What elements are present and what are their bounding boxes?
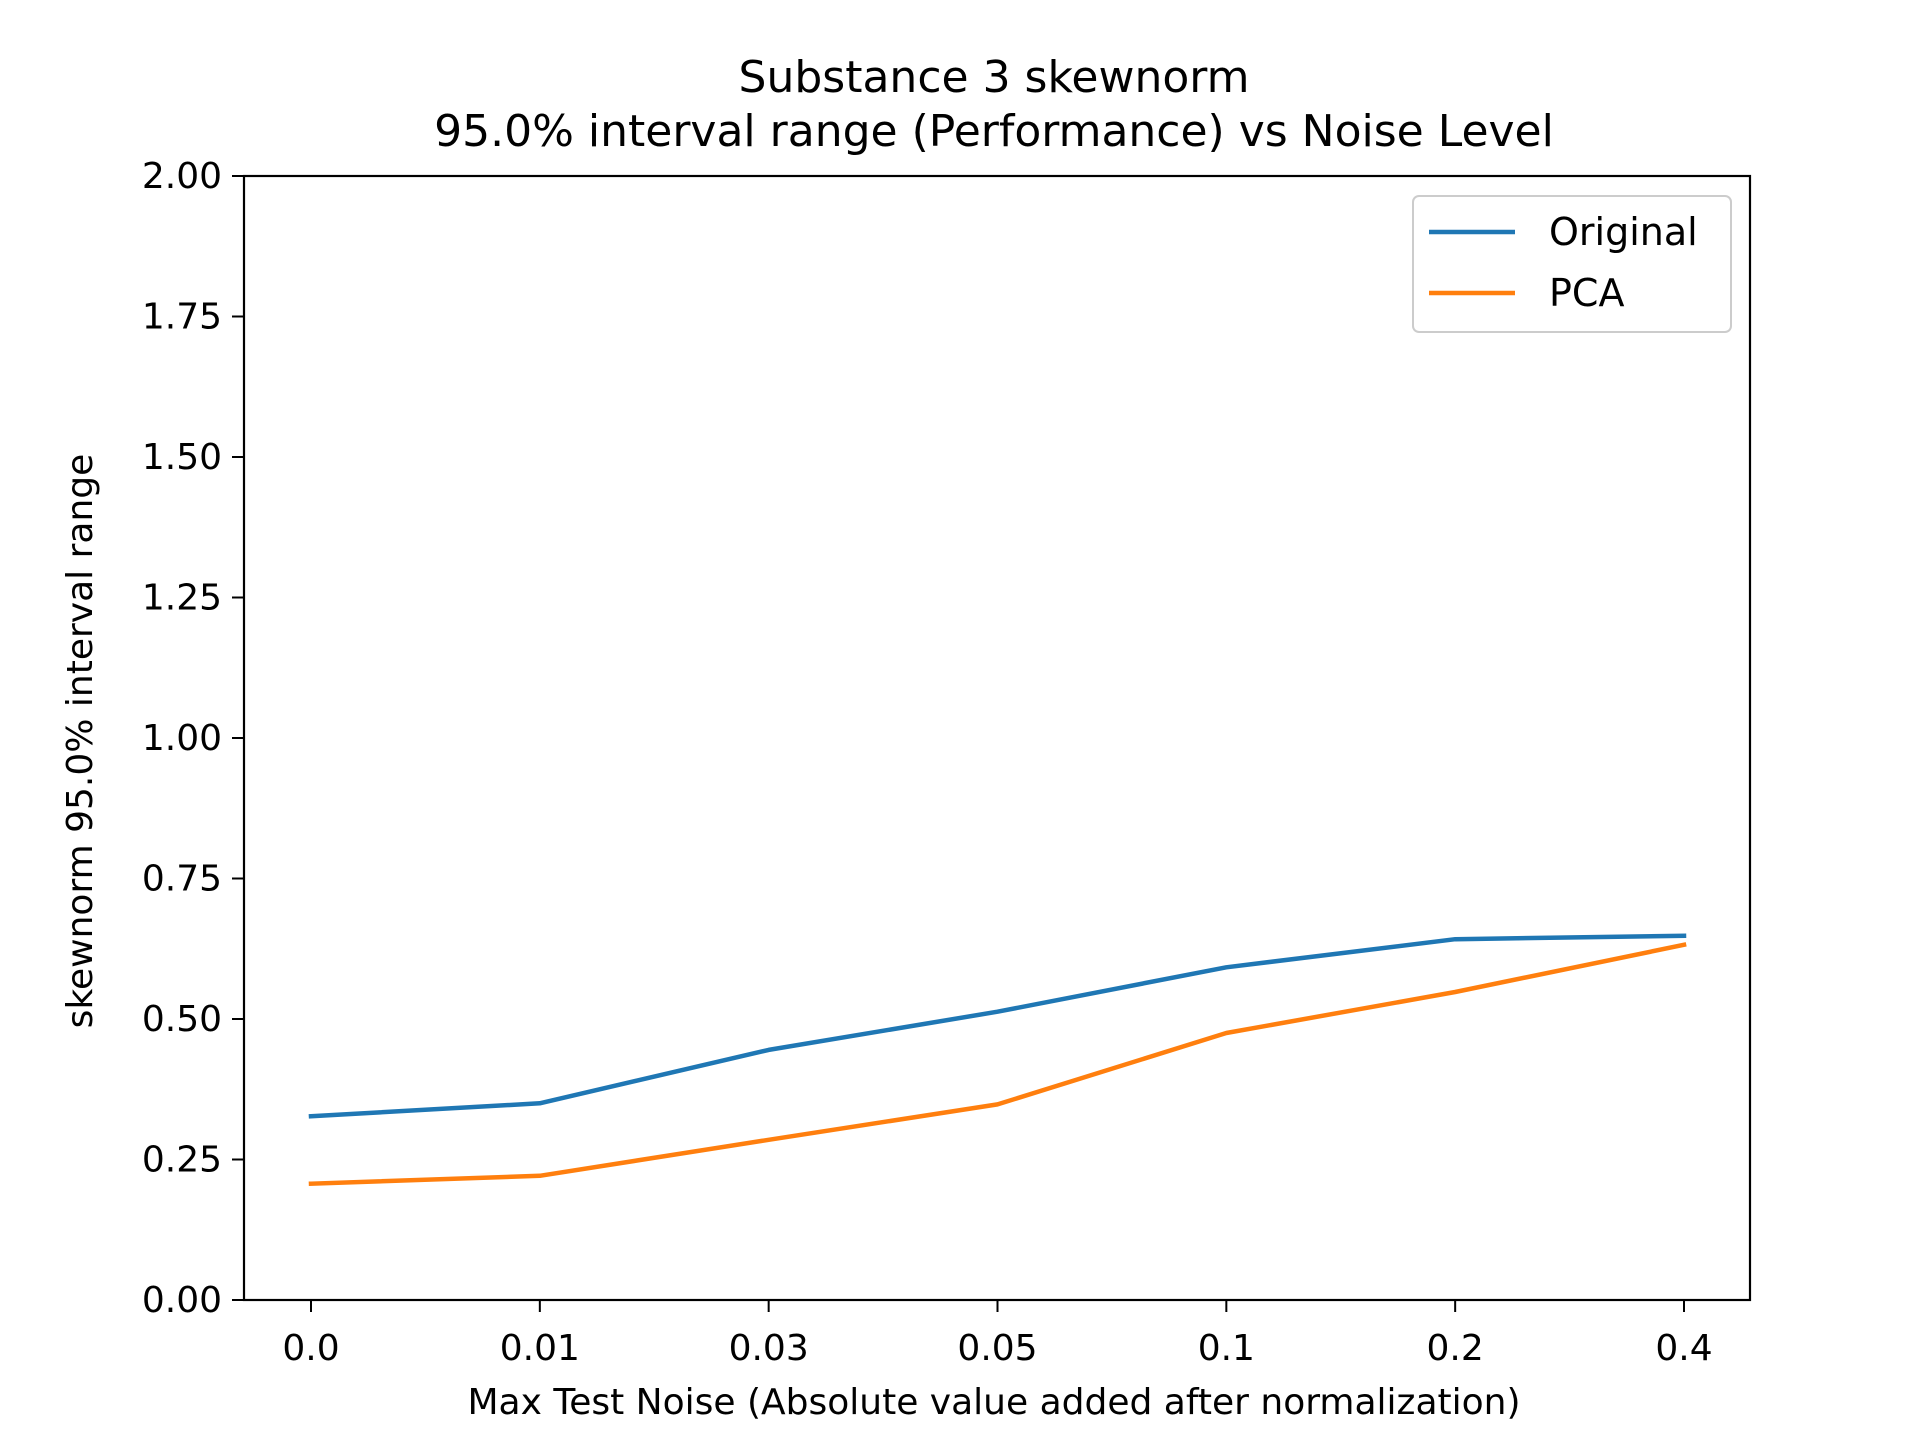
- series-line-pca: [308, 942, 1687, 1187]
- x-tick-label: 0.1: [1198, 1328, 1255, 1369]
- y-tick-label: 1.25: [142, 578, 222, 619]
- plot-frame: [242, 174, 1752, 1302]
- legend-label-pca: PCA: [1549, 271, 1624, 315]
- legend: Original PCA: [1412, 195, 1732, 333]
- y-axis-label: skewnorm 95.0% interval range: [60, 454, 101, 1029]
- y-tick-label: 1.50: [142, 437, 222, 478]
- x-tick-label: 0.03: [729, 1328, 809, 1369]
- y-tick-label: 0.50: [142, 999, 222, 1040]
- x-tick-label: 0.01: [500, 1328, 580, 1369]
- y-tick-label: 1.75: [142, 297, 222, 338]
- y-tick-label: 0.25: [142, 1140, 222, 1181]
- x-tick-label: 0.2: [1427, 1328, 1484, 1369]
- x-axis-label: Max Test Noise (Absolute value added aft…: [467, 1382, 1520, 1423]
- chart-subtitle: 95.0% interval range (Performance) vs No…: [434, 106, 1554, 157]
- series-line-original: [308, 933, 1687, 1119]
- y-tick-label: 0.75: [142, 859, 222, 900]
- x-tick-label: 0.05: [957, 1328, 1037, 1369]
- x-tick-label: 0.4: [1655, 1328, 1712, 1369]
- x-tick-label: 0.0: [282, 1328, 339, 1369]
- y-tick-label: 2.00: [142, 156, 222, 197]
- legend-label-original: Original: [1549, 210, 1698, 254]
- y-tick-label: 1.00: [142, 718, 222, 759]
- y-tick-label: 0.00: [142, 1280, 222, 1321]
- chart-title: Substance 3 skewnorm: [739, 52, 1250, 103]
- plot-area: 0.00 0.25 0.50 0.75 1.00 1.25 1.50 1.75 2.00 0.0 0…: [142, 156, 1752, 1369]
